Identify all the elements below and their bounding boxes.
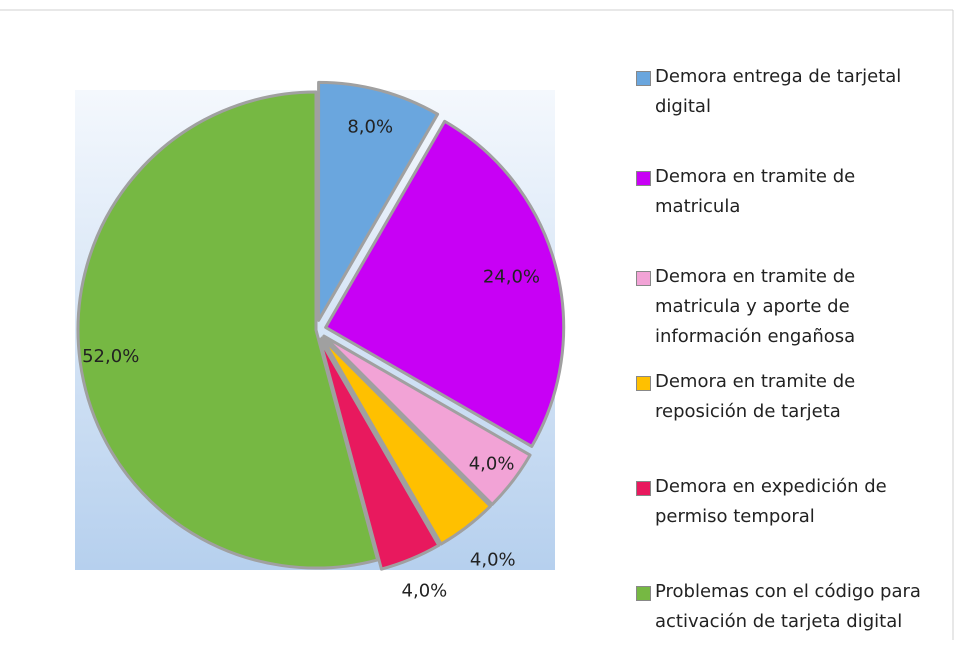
pie-slice <box>317 80 440 322</box>
data-label: 4,0% <box>470 549 516 570</box>
pie-slice <box>76 90 380 570</box>
legend-label: Demora en tramite de reposición de tarje… <box>655 371 856 422</box>
legend-label: Demora entrega de tarjetal digital <box>655 66 902 117</box>
legend-entry: Demora en tramite de matricula y aporte … <box>636 262 936 352</box>
data-label: 24,0% <box>483 267 540 288</box>
data-label: 4,0% <box>469 454 515 475</box>
legend-entry: Problemas con el código para activación … <box>636 577 936 637</box>
data-label: 52,0% <box>82 346 139 367</box>
legend-swatch <box>636 271 651 286</box>
legend-entry: Demora en expedición de permiso temporal <box>636 472 936 532</box>
pie-slice <box>318 337 441 571</box>
data-label: 8,0% <box>347 117 393 138</box>
legend-label: Problemas con el código para activación … <box>655 581 921 632</box>
pie-slice <box>324 119 566 448</box>
legend-swatch <box>636 71 651 86</box>
data-label: 4,0% <box>402 581 448 602</box>
pie-slice <box>320 336 492 546</box>
legend-label: Demora en expedición de permiso temporal <box>655 476 887 527</box>
legend-label: Demora en tramite de matricula <box>655 166 856 217</box>
legend-swatch <box>636 586 651 601</box>
legend-swatch <box>636 376 651 391</box>
legend-label: Demora en tramite de matricula y aporte … <box>655 266 856 347</box>
legend-entry: Demora entrega de tarjetal digital <box>636 62 936 122</box>
legend-entry: Demora en tramite de reposición de tarje… <box>636 367 936 427</box>
legend-swatch <box>636 481 651 496</box>
legend-swatch <box>636 171 651 186</box>
pie-slice <box>322 334 532 506</box>
legend-entry: Demora en tramite de matricula <box>636 162 936 222</box>
